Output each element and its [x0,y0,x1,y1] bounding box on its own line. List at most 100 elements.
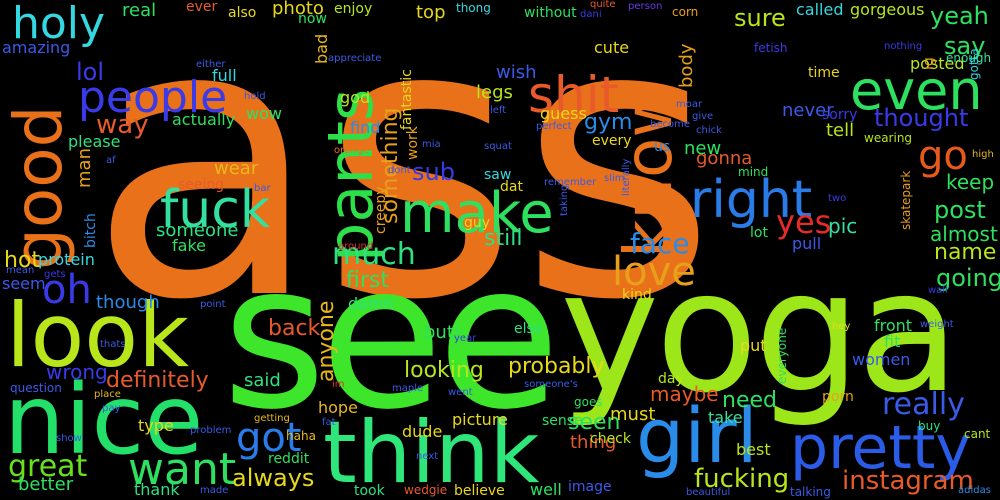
word-got: got [236,415,302,461]
word-mia: mia [422,139,441,150]
word-must: must [610,404,656,425]
word-buy: buy [918,419,941,433]
word-everyone: everyone [775,327,789,384]
word-slim: slim [604,173,625,184]
word-right: right [690,170,813,230]
word-butt: butt [424,322,461,343]
word-great: great [8,449,88,484]
word-anyone: anyone [314,300,339,382]
word-fetish: fetish [754,41,788,55]
word-called: called [796,0,844,19]
word-going: going [936,264,1000,292]
word-gets: gets [44,269,66,280]
word-place: place [94,389,121,400]
word-quite: quite [590,0,616,10]
word-front: front [874,316,913,335]
word-guy: guy [464,215,491,231]
word-always: always [232,464,315,492]
word-ig: ig [921,57,937,70]
word-holy: holy [12,0,106,49]
word-fat: fat [322,417,336,428]
word-us: us [654,139,671,155]
word-legs: legs [476,82,513,103]
word-problem: problem [190,425,232,436]
word-keep: keep [946,170,995,194]
word-need: need [722,388,777,413]
word-people: people [78,72,228,123]
word-name: name [934,240,997,265]
word-pic: pic [828,214,858,238]
word-wow: wow [246,104,282,123]
word-cant: cant [964,427,991,441]
word-put: put [740,336,767,355]
word-top: top [416,2,446,23]
word-bar: bar [254,183,271,194]
word-dude: dude [402,422,443,441]
word-love: love [612,249,696,295]
word-way: way [96,110,149,140]
word-wall: wall [928,285,948,296]
word-man: man [74,148,95,188]
word-definitely: definitely [106,368,209,393]
word-said: said [244,370,281,391]
word-yeah: yeah [930,2,989,30]
word-weight: weight [920,319,954,330]
word-cute: cute [594,38,630,57]
word-also: also [228,5,257,21]
word-sorry: sorry [822,107,858,123]
word-hope: hope [318,398,358,417]
word-bitch: bitch [83,213,99,248]
word-gotta: gotta [967,48,981,80]
word-enjoy: enjoy [334,1,373,17]
word-oh: oh [42,267,92,313]
word-mind: mind [738,165,769,179]
word-thought: thought [874,104,969,132]
word-wearing: wearing [864,131,913,145]
word-year: year [454,333,477,344]
word-taking: taking [559,184,570,216]
word-time: time [808,65,840,81]
word-nice: nice [4,364,204,476]
word-dani: dani [580,9,602,20]
word-around: around [338,241,374,252]
word-work: work [405,126,421,160]
word-remember: remember [544,177,597,188]
word-damn: damn [348,294,394,313]
word-wedgie: wedgie [404,483,448,497]
word-either: either [196,59,226,70]
word-reddit: reddit [268,451,310,467]
word-probably: probably [508,354,605,379]
word-beautiful: beautiful [686,487,731,498]
word-sense: sense [542,413,583,429]
word-thong: thong [456,1,491,15]
word-fake: fake [172,236,206,255]
word-day: day [658,371,684,387]
word-next: next [416,451,439,462]
word-post: post [934,196,986,224]
word-first: first [346,268,389,293]
word-skatepark: skatepark [899,170,913,230]
word-thing: thing [570,432,617,453]
word-person: person [628,1,663,12]
word-made: made [200,485,229,496]
word-look: look [6,284,190,387]
word-else: else [514,321,543,337]
word-talking: talking [790,485,831,499]
word-left: left [490,105,507,116]
word-seen: seen [568,410,621,435]
word-face: face [630,227,690,260]
word-nothing: nothing [884,41,923,52]
word-posted: posted [910,54,965,73]
word-show: show [56,433,82,444]
word-gorgeous: gorgeous [850,0,925,19]
word-creepy: creepy [373,186,389,234]
word-chick: chick [696,125,722,136]
word-sure: sure [734,4,786,32]
word-actually: actually [172,110,236,129]
word-pretty: pretty [790,413,971,483]
word-thats: thats [100,339,126,350]
word-lot: lot [750,225,768,241]
word-protein: protein [38,250,95,269]
word-good: good [0,105,77,270]
